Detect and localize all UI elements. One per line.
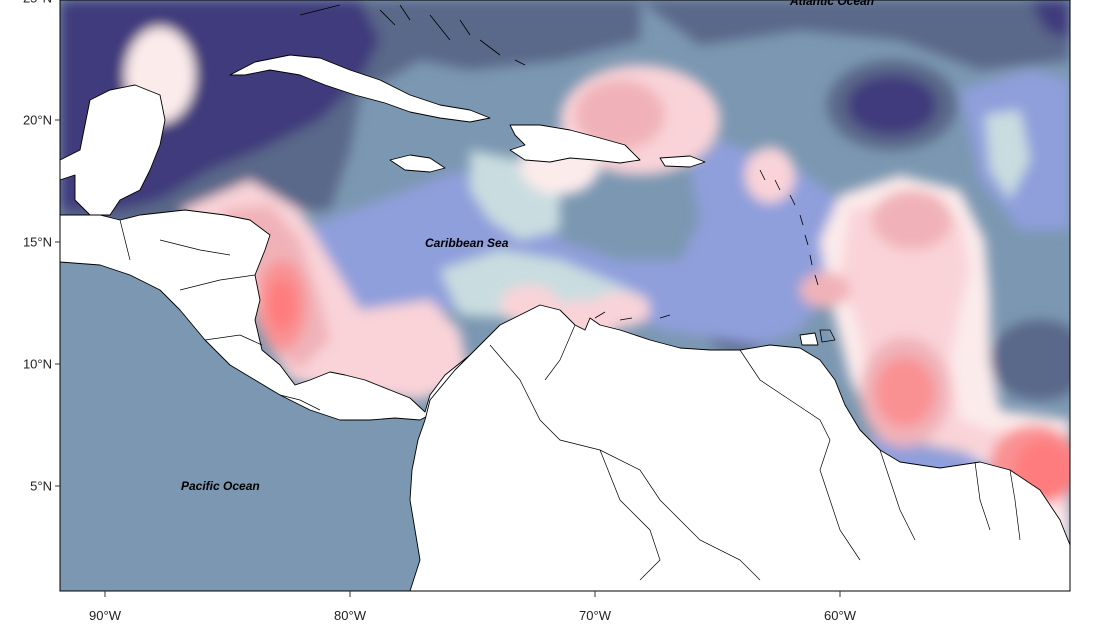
field-slightly-low-carib xyxy=(300,140,850,345)
borders xyxy=(119,219,1021,581)
lat-tick-label: 15°N xyxy=(23,235,52,250)
latitude-axis: 25°N 20°N 15°N 10°N 5°N xyxy=(23,0,60,494)
border-sa-2 xyxy=(544,324,661,581)
land-mexico xyxy=(60,84,166,216)
lat-tick-label: 25°N xyxy=(23,0,52,6)
lon-tick-label: 90°W xyxy=(89,608,122,623)
lat-tick-label: 5°N xyxy=(30,479,52,494)
small-islands xyxy=(299,4,836,343)
lon-tick-label: 70°W xyxy=(579,608,612,623)
land-cuba xyxy=(229,54,491,123)
border-sa-3 xyxy=(739,349,1021,561)
land-trinidad xyxy=(799,332,819,346)
map-frame xyxy=(59,0,1071,592)
lon-tick-label: 80°W xyxy=(334,608,367,623)
land-puerto-rico xyxy=(659,155,706,168)
island-abc xyxy=(594,311,671,321)
lat-tick-label: 10°N xyxy=(23,357,52,372)
label-caribbean-sea: Caribbean Sea xyxy=(425,236,509,250)
field-high-east-c xyxy=(875,357,935,427)
field-very-low-ne xyxy=(1030,0,1070,40)
field-near-zero-cool-1 xyxy=(470,150,560,240)
land-central-america xyxy=(60,209,491,421)
border-sa-1 xyxy=(489,344,761,581)
label-atlantic-ocean: Atlantic Ocean xyxy=(789,0,874,8)
field-very-high-ca xyxy=(268,280,296,330)
field-mid-high-hisp xyxy=(575,80,665,150)
lon-tick-label: 60°W xyxy=(824,608,857,623)
lat-tick-label: 20°N xyxy=(23,113,52,128)
field-low-ne xyxy=(640,0,1070,70)
island-bahamas xyxy=(299,4,526,66)
label-pacific-ocean: Pacific Ocean xyxy=(181,479,260,493)
field-slightly-high-leeward xyxy=(745,147,795,203)
field-near-zero-cool-east xyxy=(985,110,1030,200)
anomaly-field: Caribbean Sea Pacific Ocean Atlantic Oce… xyxy=(60,0,1070,591)
field-very-low-oval xyxy=(847,75,937,135)
island-lesser-antilles xyxy=(759,169,819,286)
longitude-axis: 90°W 80°W 70°W 60°W xyxy=(89,591,857,623)
land-hispaniola xyxy=(509,124,641,164)
field-slightly-high-curacao xyxy=(590,292,650,328)
field-mid-high-east-n xyxy=(872,190,952,250)
island-grenada xyxy=(819,329,836,343)
field-low-east xyxy=(990,320,1070,400)
border-ca-1 xyxy=(119,219,321,411)
land-jamaica xyxy=(389,154,446,173)
field-mid-high-tobago xyxy=(800,272,850,308)
